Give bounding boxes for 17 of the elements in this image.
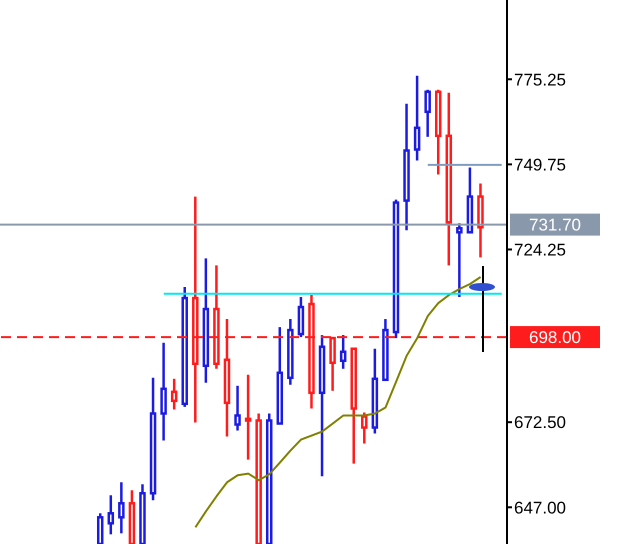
candlestick bbox=[340, 334, 346, 370]
candlestick bbox=[234, 384, 241, 432]
line-series bbox=[194, 276, 482, 528]
ref-line-label: 698.00 bbox=[529, 328, 581, 348]
candlestick bbox=[118, 481, 125, 535]
y-tick-label: 775.25 bbox=[514, 70, 566, 90]
candlestick bbox=[108, 494, 114, 536]
ref-line-label: 731.70 bbox=[529, 216, 581, 235]
candlestick bbox=[361, 411, 368, 445]
candlestick bbox=[244, 374, 252, 461]
candlestick bbox=[414, 74, 420, 162]
y-tick-label: 647.00 bbox=[514, 498, 566, 518]
candlestick bbox=[170, 378, 178, 411]
y-tick-label: 672.50 bbox=[514, 413, 566, 432]
y-tick-label: 724.25 bbox=[514, 240, 566, 260]
y-tick-label: 749.75 bbox=[514, 155, 566, 174]
candlestick bbox=[424, 88, 431, 138]
